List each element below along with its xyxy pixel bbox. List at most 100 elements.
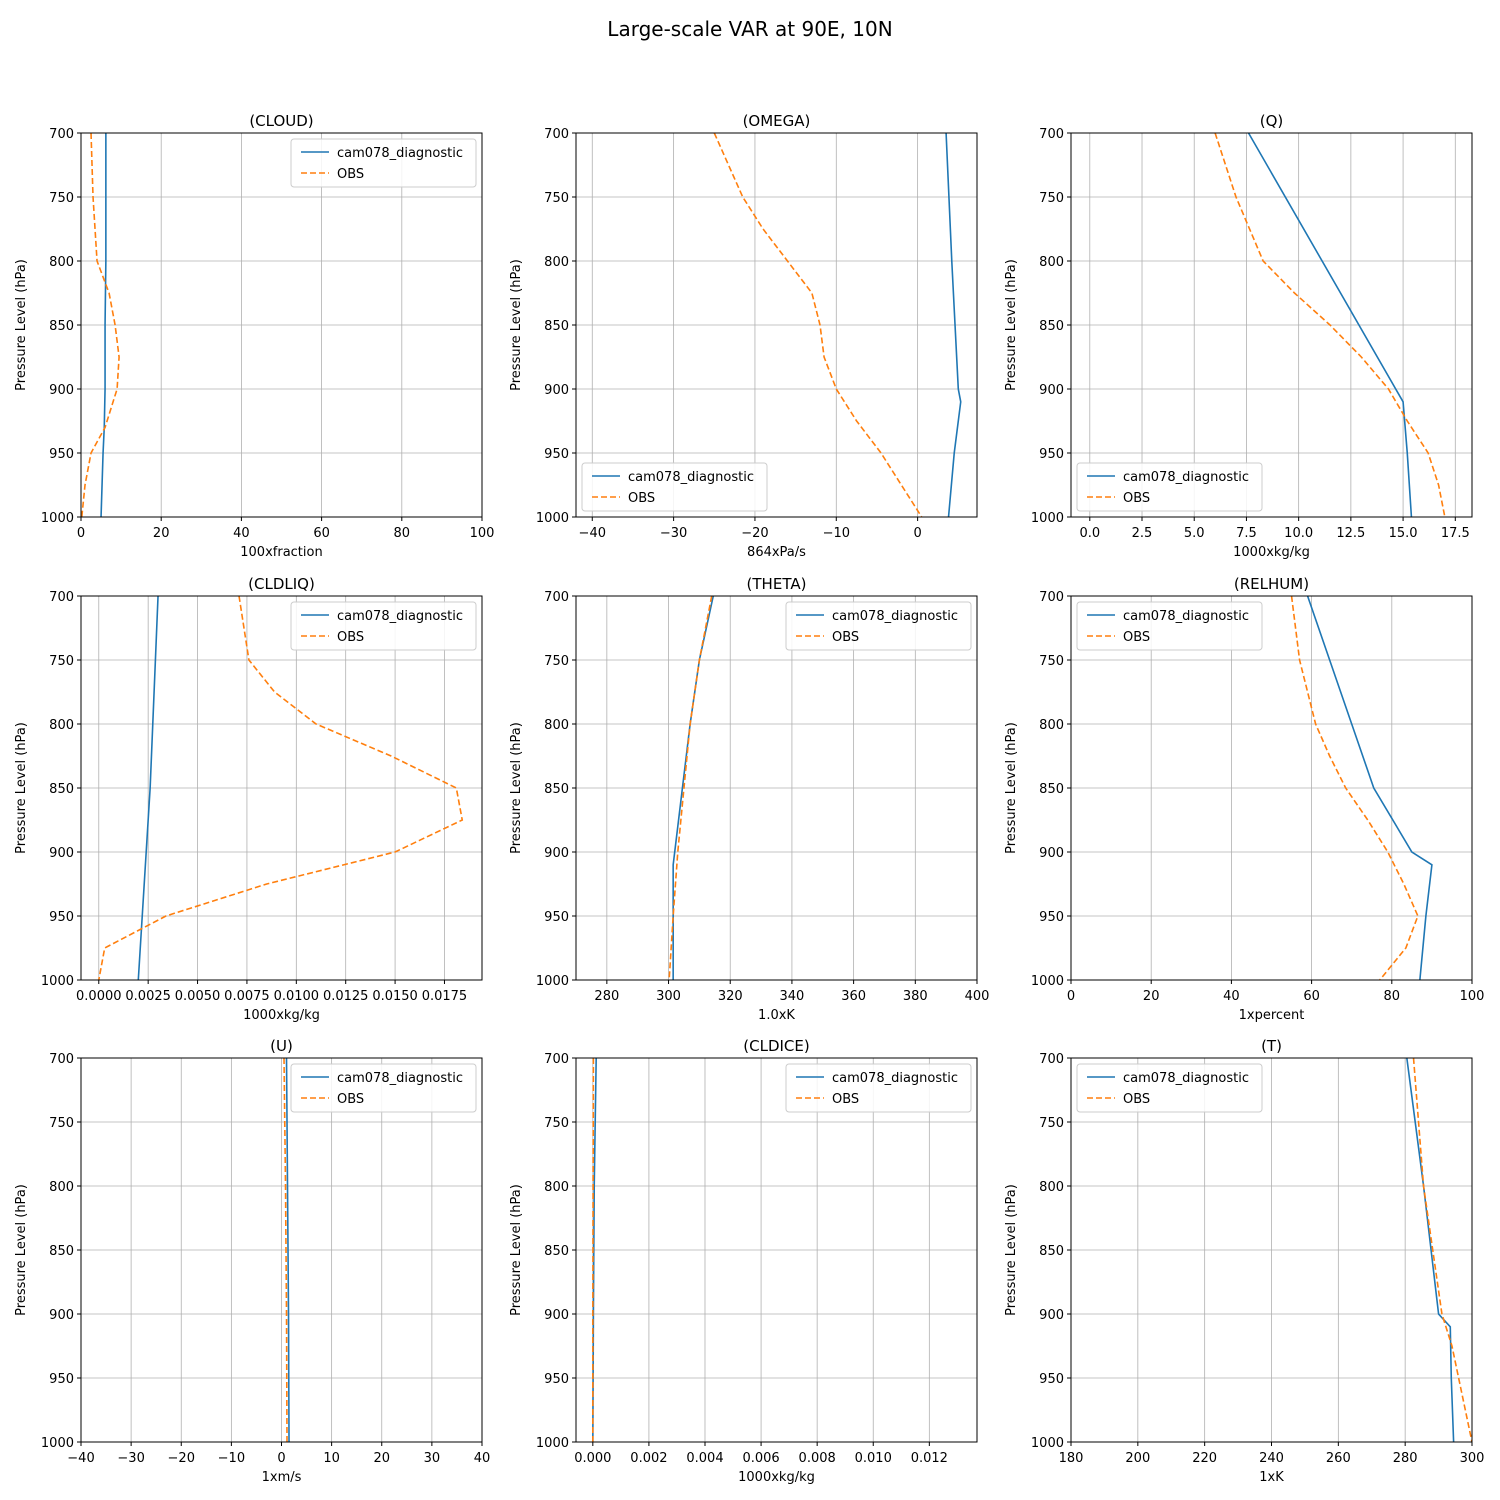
legend-label: cam078_diagnostic (628, 470, 754, 485)
x-axis-label: 1xpercent (1239, 1008, 1305, 1023)
y-tick-label: 950 (1039, 910, 1064, 925)
x-axis-label: 1.0xK (758, 1008, 795, 1023)
figure-title: Large-scale VAR at 90E, 10N (607, 17, 892, 41)
y-tick-label: 800 (544, 255, 569, 270)
series-line-model (100, 133, 107, 517)
y-tick-label: 900 (1039, 1308, 1064, 1323)
x-tick-label: 0 (913, 526, 921, 541)
x-tick-label: −10 (218, 1451, 245, 1466)
x-tick-label: 0.006 (742, 1451, 779, 1466)
y-tick-label: 850 (544, 319, 569, 334)
series-line-obs (1412, 1058, 1472, 1442)
panel-cldice: 0.000 0.002 0.004 0.006 0.008 0.010 0.012 700 75… (509, 1037, 978, 1485)
y-tick-label: 800 (544, 1180, 569, 1195)
y-axis-label: Pressure Level (hPa) (509, 1184, 524, 1316)
x-tick-label: 280 (594, 989, 619, 1004)
x-tick-label: −40 (579, 526, 606, 541)
y-axis-label: Pressure Level (hPa) (14, 1184, 29, 1316)
legend-box (785, 601, 972, 651)
x-tick-label: 380 (903, 989, 928, 1004)
x-tick-label: 340 (780, 989, 805, 1004)
series-line-model (285, 1058, 290, 1442)
y-tick-label: 750 (49, 1116, 74, 1131)
panel-omega: −40 −30 −20 −10 0 700 750 800 850 900 950 1000 (OMEG… (509, 112, 978, 560)
y-tick-label: 700 (49, 590, 74, 605)
y-tick-label: 700 (1039, 1052, 1064, 1067)
series-line-obs (592, 1058, 595, 1442)
y-tick-label: 900 (544, 383, 569, 398)
x-tick-label: 60 (313, 526, 330, 541)
x-tick-label: 30 (424, 1451, 441, 1466)
y-tick-label: 850 (544, 782, 569, 797)
y-tick-label: 700 (49, 127, 74, 142)
x-axis-label: 1xK (1259, 1470, 1284, 1485)
y-tick-label: 1000 (536, 1436, 569, 1451)
panel-title: (CLDLIQ) (248, 575, 315, 593)
x-tick-label: 0.010 (855, 1451, 892, 1466)
y-tick-label: 800 (49, 1180, 74, 1195)
x-tick-label: 0.0100 (274, 989, 320, 1004)
x-tick-label: 0.0000 (76, 989, 122, 1004)
panel-u: −40 −30 −20 −10 0 10 20 30 40 700 750 800 850 900 950 1… (14, 1037, 490, 1485)
panel-relhum: 0 20 40 60 80 100 700 750 800 850 900 950 1000 (RELHU… (1004, 575, 1484, 1023)
x-tick-label: 0.0075 (224, 989, 270, 1004)
x-tick-label: 20 (153, 526, 170, 541)
legend-label: OBS (337, 167, 364, 182)
x-axis-label: 1000xkg/kg (1233, 545, 1310, 560)
y-tick-label: 750 (544, 654, 569, 669)
series-line-model (137, 596, 159, 980)
y-tick-label: 900 (1039, 846, 1064, 861)
legend-label: OBS (832, 630, 859, 645)
legend-label: OBS (1123, 1092, 1150, 1107)
x-tick-label: 80 (394, 526, 411, 541)
y-axis-label: Pressure Level (hPa) (14, 259, 29, 391)
y-tick-label: 1000 (536, 511, 569, 526)
x-tick-label: 12.5 (1336, 526, 1365, 541)
y-axis-label: Pressure Level (hPa) (1004, 1184, 1019, 1316)
legend: cam078_diagnostic OBS (290, 138, 477, 188)
legend: cam078_diagnostic OBS (290, 601, 477, 651)
x-tick-label: 180 (1059, 1451, 1084, 1466)
y-tick-label: 700 (1039, 127, 1064, 142)
x-tick-label: 0.0050 (175, 989, 221, 1004)
y-tick-label: 1000 (1031, 1436, 1064, 1451)
x-tick-label: 80 (1384, 989, 1401, 1004)
x-tick-label: 0 (277, 1451, 285, 1466)
series-line-obs (81, 133, 120, 517)
y-tick-label: 700 (544, 127, 569, 142)
panel-cldliq: 0.0000 0.0025 0.0050 0.0075 0.0100 0.0125 0.01… (14, 575, 483, 1023)
x-axis-label: 100xfraction (240, 545, 322, 560)
x-tick-label: 0.004 (686, 1451, 723, 1466)
x-tick-label: −40 (67, 1451, 94, 1466)
series-line-obs (283, 1058, 288, 1442)
series-line-model (945, 133, 962, 517)
x-tick-label: 10 (323, 1451, 340, 1466)
x-tick-label: 0.0150 (372, 989, 418, 1004)
x-tick-label: −30 (660, 526, 687, 541)
panel-title: (T) (1261, 1037, 1282, 1055)
x-tick-label: 200 (1125, 1451, 1150, 1466)
y-tick-label: 850 (49, 782, 74, 797)
legend-label: cam078_diagnostic (337, 609, 463, 624)
y-tick-label: 950 (1039, 447, 1064, 462)
y-tick-label: 800 (49, 718, 74, 733)
panels: 0 20 40 60 80 1007007508008509009501000(CLOUD… (14, 112, 1484, 1485)
x-tick-label: 0 (77, 526, 85, 541)
legend-label: cam078_diagnostic (337, 1071, 463, 1086)
legend: cam078_diagnostic OBS (1076, 462, 1263, 512)
y-tick-label: 1000 (41, 511, 74, 526)
y-axis-label: Pressure Level (hPa) (14, 722, 29, 854)
x-tick-label: 15.0 (1389, 526, 1418, 541)
series-line-obs (1290, 596, 1419, 980)
legend-box (785, 1063, 972, 1113)
y-tick-label: 900 (49, 846, 74, 861)
x-tick-label: 7.5 (1236, 526, 1257, 541)
panel-q: 0.0 2.5 5.0 7.5 10.0 12.5 15.0 17.5 700 750 800 850… (1004, 112, 1473, 560)
y-tick-label: 800 (544, 718, 569, 733)
x-tick-label: 240 (1259, 1451, 1284, 1466)
legend: cam078_diagnostic OBS (785, 601, 972, 651)
legend-label: cam078_diagnostic (1123, 470, 1249, 485)
series-line-obs (1214, 133, 1446, 517)
y-tick-label: 850 (544, 1244, 569, 1259)
